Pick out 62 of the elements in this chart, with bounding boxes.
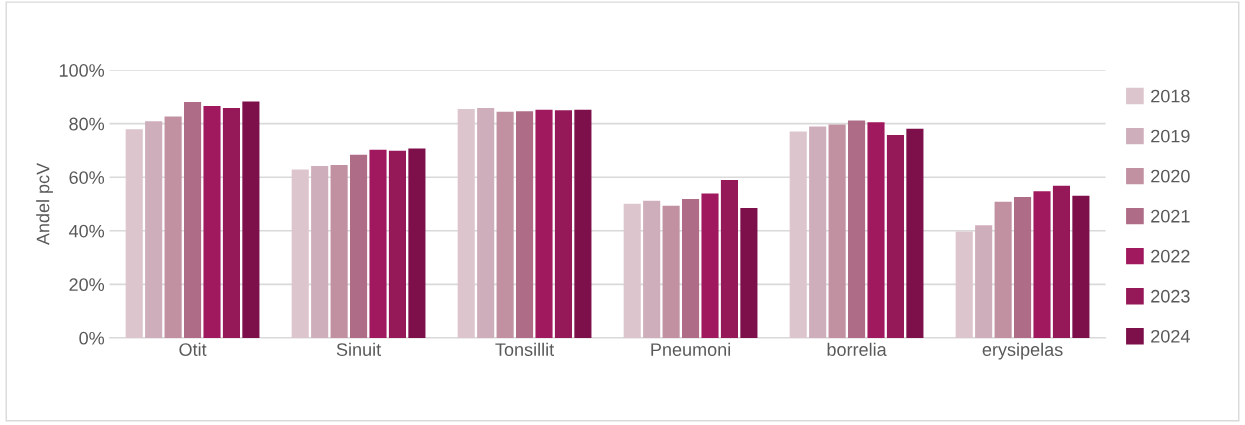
bar xyxy=(701,193,719,338)
bar xyxy=(203,106,221,338)
bar xyxy=(994,201,1012,338)
y-axis-title: Andel pcV xyxy=(36,162,53,246)
bar xyxy=(848,120,866,338)
bar xyxy=(457,108,475,338)
legend-label: 2024 xyxy=(1151,329,1190,343)
bar xyxy=(574,109,592,338)
bar xyxy=(809,126,827,338)
bar xyxy=(1014,197,1032,338)
y-tick-label: 60% xyxy=(69,171,105,184)
bar xyxy=(242,101,260,338)
bar xyxy=(535,109,553,338)
bar xyxy=(145,121,163,338)
legend-label: 2018 xyxy=(1151,89,1190,103)
bar xyxy=(496,111,514,338)
y-tick-label: 0% xyxy=(79,331,105,345)
bar xyxy=(184,101,202,338)
bar xyxy=(955,231,973,338)
bar xyxy=(886,134,905,338)
bar xyxy=(330,164,348,338)
bar xyxy=(682,198,700,338)
x-tick-label: erysipelas xyxy=(982,342,1063,360)
bar xyxy=(867,122,885,338)
bar xyxy=(222,107,241,338)
bar xyxy=(906,128,924,338)
x-tick-label: Tonsillit xyxy=(495,342,555,356)
legend-label: 2021 xyxy=(1151,209,1190,223)
bar xyxy=(1072,195,1090,338)
bar xyxy=(789,131,807,338)
bar xyxy=(1052,185,1071,338)
x-tick-label: borrelia xyxy=(827,342,887,356)
legend-label: 2020 xyxy=(1151,169,1190,183)
bar xyxy=(720,179,739,338)
legend-label: 2023 xyxy=(1151,289,1190,303)
bar xyxy=(350,154,368,338)
bar xyxy=(740,208,758,338)
bar xyxy=(388,150,407,338)
y-tick-label: 100% xyxy=(59,64,105,77)
bar xyxy=(1033,191,1051,338)
bar xyxy=(125,129,143,338)
bar xyxy=(643,200,661,338)
y-tick-label: 40% xyxy=(68,224,105,238)
bar xyxy=(291,169,309,338)
y-tick-label: 20% xyxy=(69,278,105,292)
bar xyxy=(311,165,329,338)
legend-label: 2022 xyxy=(1151,249,1190,263)
bar xyxy=(623,203,641,338)
bar xyxy=(662,205,680,338)
bar xyxy=(408,148,426,338)
bar xyxy=(554,110,573,338)
bar xyxy=(164,116,182,338)
bar xyxy=(516,111,534,338)
bar xyxy=(975,225,993,338)
x-tick-label: Otit xyxy=(179,342,207,356)
y-tick-label: 80% xyxy=(69,117,105,131)
x-tick-label: Pneumoni xyxy=(651,342,730,356)
legend-label: 2019 xyxy=(1151,129,1190,143)
bar xyxy=(369,149,387,338)
x-tick-label: Sinuit xyxy=(336,342,382,356)
bar xyxy=(477,107,495,338)
bar xyxy=(828,124,846,338)
